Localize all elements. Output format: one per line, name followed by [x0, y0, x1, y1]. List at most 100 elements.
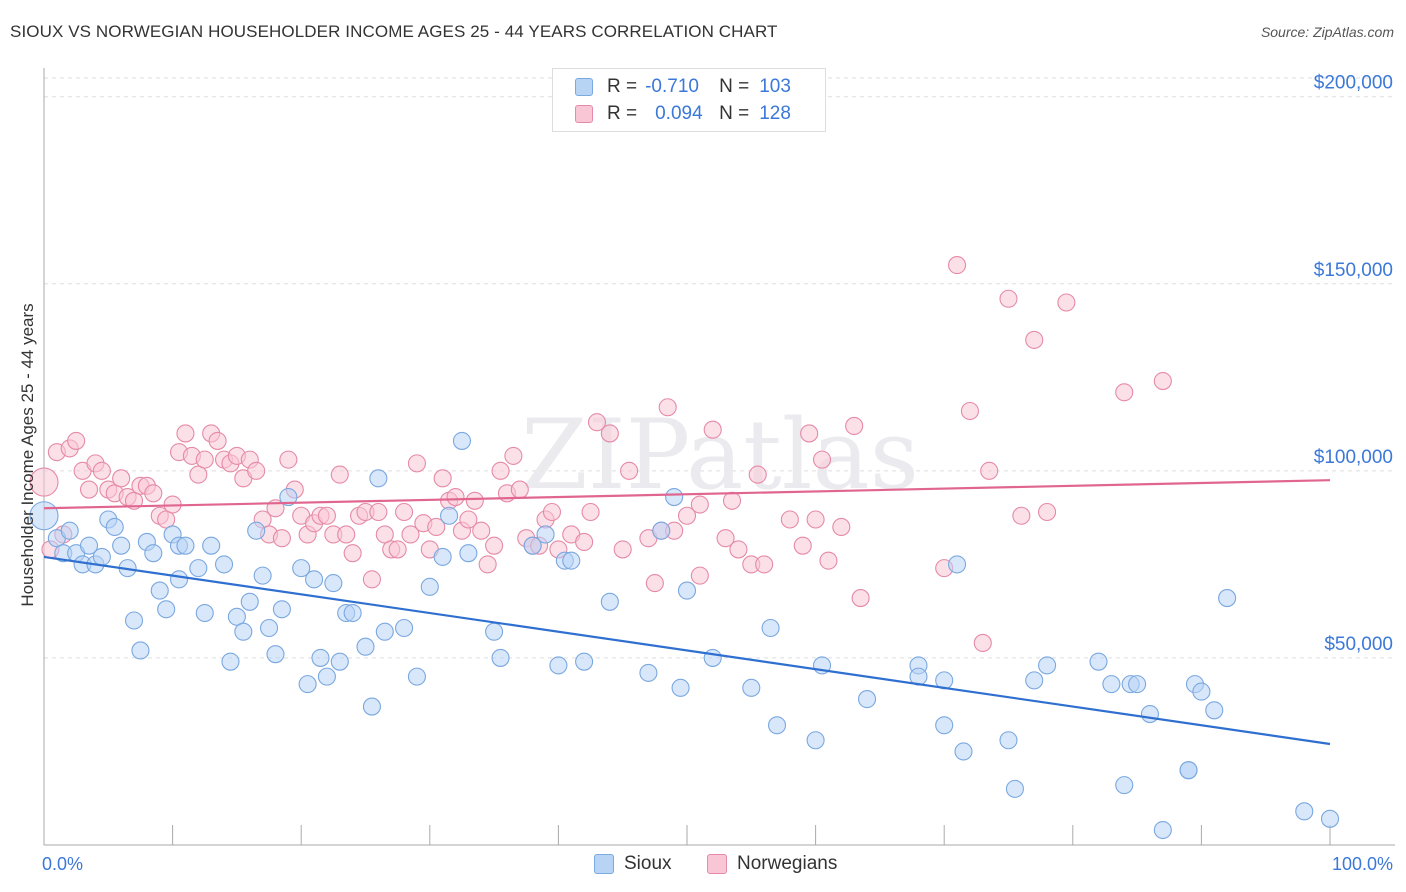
legend-label: Norwegians: [737, 853, 838, 874]
data-point: [144, 484, 163, 503]
data-point: [362, 697, 381, 716]
data-point: [954, 742, 973, 761]
data-point: [761, 618, 780, 638]
data-point: [980, 461, 999, 480]
data-point: [105, 517, 124, 537]
data-point: [999, 289, 1018, 308]
data-point: [292, 559, 311, 578]
data-point: [1038, 656, 1057, 675]
data-point: [806, 731, 825, 750]
data-point: [1140, 704, 1160, 724]
data-point: [677, 581, 697, 600]
legend-row-sioux: R = -0.710 N = 103: [575, 75, 791, 99]
data-point: [960, 401, 979, 421]
data-point: [427, 517, 446, 537]
data-point: [587, 413, 607, 432]
data-point: [240, 592, 259, 611]
data-point: [176, 424, 195, 443]
data-point: [124, 491, 144, 510]
data-point: [388, 540, 407, 559]
data-point: [324, 574, 343, 593]
y-axis-label: Householder Income Ages 25 - 44 years: [18, 303, 37, 606]
data-point: [478, 555, 497, 574]
data-point: [266, 645, 285, 664]
data-point: [800, 424, 819, 443]
data-point: [279, 487, 298, 507]
source-label: Source: ZipAtlas.com: [1260, 24, 1394, 40]
y-tick-label: $100,000: [1314, 447, 1393, 468]
n-label: N =: [719, 103, 750, 124]
data-point: [375, 622, 394, 641]
sioux-swatch: [575, 78, 593, 96]
norwegians-swatch: [575, 105, 593, 123]
x-tick-label: 0.0%: [42, 854, 83, 874]
data-point: [1102, 675, 1121, 694]
data-point: [645, 574, 664, 593]
trend-lines: [43, 479, 1331, 746]
data-point: [1025, 330, 1044, 349]
data-point: [472, 521, 491, 540]
n-label: N =: [719, 76, 750, 97]
data-point: [311, 648, 330, 667]
data-point: [620, 461, 639, 480]
data-point: [536, 525, 555, 544]
data-point: [819, 551, 838, 570]
chart-title: SIOUX VS NORWEGIAN HOUSEHOLDER INCOME AG…: [10, 22, 778, 41]
data-point: [639, 663, 658, 682]
legend-item-norwegians: Norwegians: [707, 851, 837, 877]
data-point: [729, 540, 748, 559]
data-point: [124, 611, 144, 630]
data-point: [60, 521, 79, 540]
data-point: [600, 592, 619, 611]
data-point: [562, 551, 581, 570]
data-point: [369, 469, 388, 488]
data-point: [395, 618, 414, 638]
data-point: [703, 648, 722, 667]
data-point: [343, 544, 362, 563]
data-point: [690, 495, 709, 514]
data-point: [407, 454, 426, 473]
data-point: [600, 424, 619, 443]
data-point: [504, 446, 523, 465]
data-point: [935, 716, 954, 735]
data-point: [369, 502, 388, 522]
data-point: [485, 536, 504, 555]
data-point: [581, 502, 600, 522]
data-point: [433, 547, 452, 566]
y-tick-label: $150,000: [1314, 260, 1393, 281]
r-label: R =: [607, 76, 638, 97]
trend-line: [43, 555, 1331, 746]
data-point: [317, 667, 336, 686]
data-point: [234, 622, 253, 641]
data-point: [1205, 701, 1224, 720]
data-point: [150, 581, 169, 600]
y-tick-label: $200,000: [1314, 73, 1393, 94]
x-tick-label: 100.0%: [1332, 854, 1393, 874]
data-point: [690, 566, 709, 585]
data-point: [459, 544, 478, 563]
data-point: [780, 510, 799, 529]
data-point: [1320, 809, 1340, 828]
data-point: [767, 716, 787, 735]
y-tick-label: $50,000: [1324, 634, 1393, 655]
data-point: [362, 570, 381, 589]
data-point: [157, 510, 176, 529]
data-point: [1218, 589, 1237, 608]
data-point: [722, 491, 742, 510]
data-point: [716, 529, 735, 548]
legend-label: Sioux: [624, 853, 672, 874]
data-point: [112, 536, 131, 555]
data-point: [755, 555, 774, 574]
data-point: [29, 467, 59, 497]
correlation-legend: R = -0.710 N = 103 R = 0.094 N = 128: [552, 68, 826, 132]
data-point: [259, 618, 279, 638]
data-point: [375, 525, 394, 544]
data-point: [208, 431, 227, 450]
data-point: [575, 532, 594, 551]
sioux-swatch: [594, 854, 614, 874]
data-point: [1089, 652, 1108, 671]
data-point: [491, 648, 510, 667]
data-point: [523, 536, 542, 555]
data-point: [202, 536, 221, 555]
